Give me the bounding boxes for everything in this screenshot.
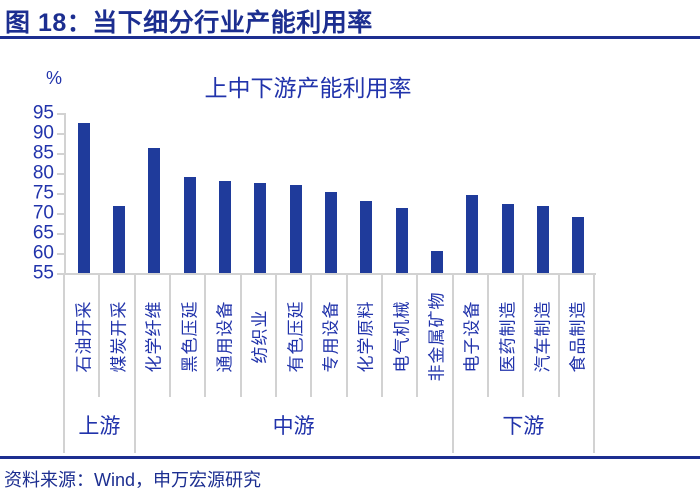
category-label-text: 非金属矿物 [427, 291, 447, 381]
y-axis-tick [57, 193, 64, 195]
chart-bar [183, 176, 196, 273]
category-label: 化学原料 [347, 275, 382, 397]
group-separator [593, 397, 595, 453]
category-label-text: 黑色压延 [180, 300, 200, 372]
chart-bar [431, 251, 443, 273]
chart-bar [395, 207, 408, 273]
figure-title: 图 18：当下细分行业产能利用率 [5, 9, 373, 37]
y-axis-tick-label: 90 [32, 122, 54, 144]
y-axis-tick [57, 253, 64, 255]
y-axis-tick [57, 133, 64, 135]
category-separator [345, 275, 348, 397]
category-separator [416, 275, 419, 397]
category-label: 有色压延 [276, 275, 311, 397]
category-separator [310, 275, 313, 397]
chart-bar [113, 206, 125, 273]
y-axis-tick-label: 85 [32, 142, 54, 164]
category-label-text: 化学纤维 [144, 300, 164, 372]
chart-bar [148, 147, 161, 273]
category-label-text: 通用设备 [215, 300, 235, 372]
category-label-text: 石油开采 [74, 300, 94, 372]
category-separator [451, 275, 454, 397]
category-separator [133, 275, 136, 397]
y-axis-tick-label: 65 [32, 222, 54, 244]
y-axis-tick-label: 75 [32, 182, 54, 204]
category-label-text: 专用设备 [321, 300, 341, 372]
category-separator [557, 275, 560, 397]
category-label: 医药制造 [488, 275, 523, 397]
category-label: 非金属矿物 [417, 275, 452, 397]
category-label-text: 有色压延 [286, 300, 306, 372]
footer-divider [0, 456, 700, 459]
group-separator [63, 397, 65, 453]
y-axis-tick [57, 213, 64, 215]
category-label: 石油开采 [64, 275, 99, 397]
category-label-text: 纺织业 [250, 309, 270, 363]
plot-area [64, 113, 596, 275]
group-separator [451, 397, 454, 453]
category-label-text: 电子设备 [462, 300, 482, 372]
chart-bar [289, 184, 302, 273]
group-label: 下游 [502, 415, 545, 438]
chart-bar [360, 201, 373, 273]
group-separator [133, 397, 136, 453]
category-label-text: 电气机械 [392, 300, 412, 372]
category-label-text: 食品制造 [568, 300, 588, 372]
category-label: 煤炭开采 [99, 275, 134, 397]
category-separator [487, 275, 489, 397]
y-axis-tick [57, 173, 64, 175]
chart-bar [325, 192, 337, 273]
header-underline [0, 36, 700, 39]
category-label-text: 煤炭开采 [109, 300, 129, 372]
y-axis-tick [57, 113, 64, 115]
category-separator [381, 275, 383, 397]
category-separator [275, 275, 277, 397]
chart-bar [254, 183, 267, 273]
y-axis-tick-label: 95 [32, 102, 54, 124]
category-label-text: 化学原料 [356, 300, 376, 372]
category-separator [169, 275, 171, 397]
source-note: 资料来源：Wind，申万宏源研究 [4, 470, 262, 490]
y-axis-tick-label: 60 [32, 242, 54, 264]
category-label: 黑色压延 [170, 275, 205, 397]
chart-bar [572, 217, 585, 273]
category-label-text: 医药制造 [498, 300, 518, 372]
category-separator [63, 275, 65, 397]
chart-bar [77, 122, 90, 273]
chart-bar [501, 204, 514, 273]
y-axis-tick-label: 55 [32, 262, 54, 284]
y-axis-tick [57, 233, 64, 235]
y-axis-unit-label: % [46, 68, 63, 88]
chart-bar [537, 206, 549, 273]
category-label: 电子设备 [453, 275, 488, 397]
chart-title: 上中下游产能利用率 [204, 75, 412, 101]
group-label: 上游 [78, 415, 121, 438]
category-separator [98, 275, 101, 397]
category-label: 食品制造 [559, 275, 594, 397]
category-separator [593, 275, 595, 397]
category-label: 通用设备 [205, 275, 240, 397]
y-axis-tick [57, 273, 64, 275]
category-separator [204, 275, 207, 397]
y-axis-tick [57, 153, 64, 155]
category-label: 纺织业 [241, 275, 276, 397]
group-label: 中游 [272, 415, 315, 438]
category-label-text: 汽车制造 [533, 300, 553, 372]
category-label: 电气机械 [382, 275, 417, 397]
chart-bar [466, 195, 479, 273]
y-axis-tick-label: 70 [32, 202, 54, 224]
category-label: 专用设备 [311, 275, 346, 397]
category-separator [239, 275, 242, 397]
y-axis-tick-label: 80 [32, 162, 54, 184]
category-label: 化学纤维 [135, 275, 170, 397]
chart-bar [219, 181, 231, 273]
category-label: 汽车制造 [523, 275, 558, 397]
category-separator [522, 275, 525, 397]
